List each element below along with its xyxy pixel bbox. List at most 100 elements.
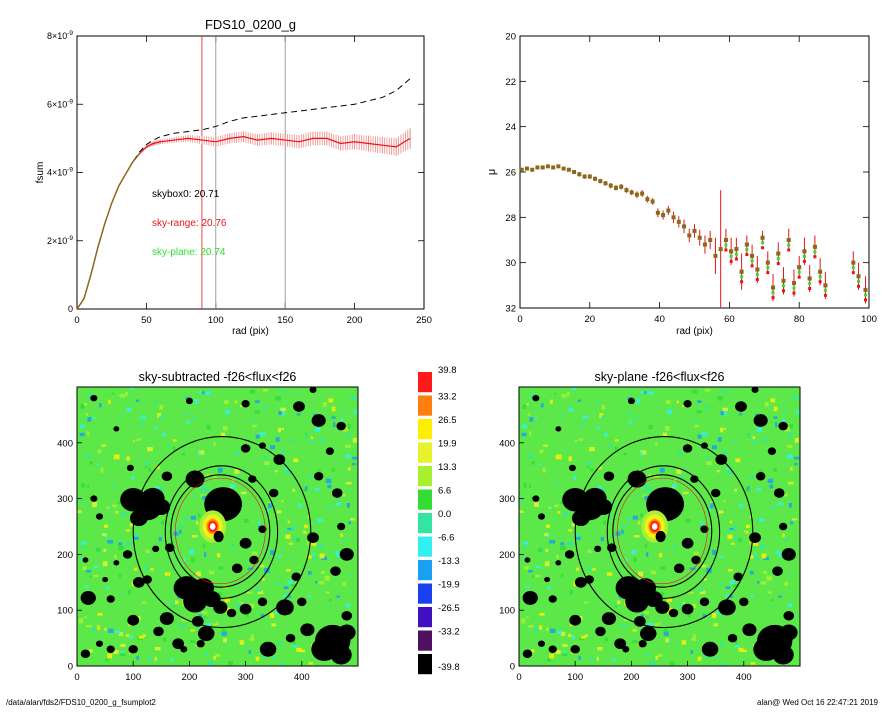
sky-subtracted-noise bbox=[101, 444, 106, 447]
fsum-ylabel: fsum bbox=[35, 162, 46, 184]
sky-subtracted-noise bbox=[287, 527, 294, 531]
mu-point-green bbox=[787, 243, 791, 247]
fsum-xlabel: rad (pix) bbox=[232, 326, 269, 337]
sky-subtracted-noise bbox=[164, 572, 171, 576]
sky-subtracted-mask bbox=[330, 566, 341, 576]
sky-subtracted-noise bbox=[282, 410, 285, 416]
sky-subtracted-noise bbox=[179, 529, 182, 534]
sky-plane-noise bbox=[560, 631, 566, 637]
sky-subtracted-noise bbox=[316, 469, 321, 473]
mu-ytick-label: 28 bbox=[505, 213, 516, 224]
sky-plane-noise bbox=[543, 444, 548, 447]
sky-subtracted-noise bbox=[166, 514, 170, 517]
sky-plane-noise bbox=[540, 403, 544, 408]
sky-plane-noise bbox=[648, 424, 653, 430]
sky-subtracted-noise bbox=[129, 523, 135, 527]
sky-subtracted-noise bbox=[144, 466, 148, 469]
mu-point bbox=[598, 179, 603, 184]
sky-subtracted-noise bbox=[203, 616, 207, 619]
sky-subtracted-noise bbox=[193, 494, 197, 498]
sky-subtracted-noise bbox=[268, 503, 272, 509]
mu-point bbox=[650, 199, 655, 204]
sky-subtracted-noise bbox=[285, 534, 291, 539]
mu-point bbox=[807, 276, 812, 281]
sky-subtracted-mask bbox=[213, 530, 224, 543]
sky-plane-mask bbox=[569, 614, 582, 626]
sky-plane-noise bbox=[727, 470, 733, 475]
sky-plane-noise bbox=[733, 525, 737, 531]
sky-plane-noise bbox=[573, 475, 577, 480]
sky-plane-noise bbox=[716, 470, 720, 473]
mu-point bbox=[661, 213, 666, 218]
sky-plane-noise bbox=[735, 458, 741, 463]
sky-plane-noise bbox=[790, 521, 794, 525]
sky-plane-noise bbox=[575, 567, 580, 571]
sky-subtracted-mask bbox=[180, 646, 188, 653]
sky-plane-noise bbox=[712, 549, 717, 555]
sky-subtracted-noise bbox=[276, 581, 282, 585]
sky-subtracted-noise bbox=[310, 436, 314, 441]
sky-plane-noise bbox=[538, 463, 541, 466]
sky-plane-noise bbox=[608, 514, 612, 517]
sky-plane-noise bbox=[789, 431, 793, 437]
sky-subtracted-noise bbox=[344, 454, 351, 459]
mu-point bbox=[556, 164, 561, 169]
sky-subtracted-noise bbox=[271, 623, 277, 627]
sky-plane-noise bbox=[560, 414, 564, 417]
sky-subtracted-noise bbox=[89, 460, 93, 465]
sky-subtracted-mask bbox=[337, 522, 346, 531]
sky-subtracted-noise bbox=[352, 437, 358, 443]
sky-subtracted-noise bbox=[304, 524, 308, 529]
sky-plane-noise bbox=[663, 628, 668, 633]
sky-subtracted-noise bbox=[248, 650, 252, 654]
sky-subtracted-noise bbox=[263, 461, 270, 465]
sky-subtracted-noise bbox=[87, 431, 90, 436]
mu-point bbox=[781, 278, 786, 283]
sky-plane-mask bbox=[622, 646, 630, 653]
sky-plane-noise bbox=[676, 400, 679, 404]
sky-plane-noise bbox=[636, 398, 641, 404]
mu-point bbox=[535, 165, 540, 170]
sky-plane-noise bbox=[519, 510, 524, 514]
sky-subtracted-mask bbox=[113, 426, 120, 432]
sky-plane-noise bbox=[657, 653, 663, 657]
sky-subtracted-mask bbox=[183, 591, 207, 613]
mu-point-red bbox=[864, 298, 868, 302]
sky-subtracted-noise bbox=[334, 550, 339, 554]
sky-plane-noise bbox=[631, 549, 637, 555]
sky-plane-noise bbox=[762, 571, 768, 574]
sky-plane-noise bbox=[665, 638, 670, 643]
sky-subtracted-noise bbox=[266, 509, 269, 513]
sky-plane-noise bbox=[568, 407, 574, 412]
sky-plane-noise bbox=[590, 468, 594, 472]
sky-plane-noise bbox=[749, 540, 752, 546]
sky-plane-noise bbox=[546, 524, 550, 528]
sky-subtracted-noise bbox=[309, 594, 312, 599]
sky-plane-noise bbox=[592, 568, 596, 571]
sky-plane-mask bbox=[755, 472, 766, 481]
mu-point bbox=[750, 253, 755, 258]
sky-subtracted-noise bbox=[106, 506, 110, 510]
sky-subtracted-noise bbox=[324, 575, 330, 581]
sky-plane-noise bbox=[696, 400, 702, 403]
sky-subtracted-noise bbox=[222, 426, 228, 431]
sky-subtracted-noise bbox=[336, 595, 340, 598]
mu-ylabel: μ bbox=[486, 169, 498, 175]
sky-subtracted-noise bbox=[353, 410, 358, 414]
sky-subtracted-noise bbox=[221, 631, 227, 636]
sky-plane-noise bbox=[586, 461, 592, 466]
sky-subtracted-noise bbox=[98, 403, 102, 408]
sky-subtracted-noise bbox=[121, 593, 125, 597]
sky-subtracted-mask bbox=[122, 550, 133, 559]
sky-plane-mask bbox=[773, 488, 785, 498]
mu-point bbox=[760, 235, 765, 240]
sky-subtracted-noise bbox=[231, 544, 236, 547]
sky-plane-noise bbox=[733, 392, 738, 395]
sky-plane-noise bbox=[759, 518, 765, 522]
sky-subtracted-noise bbox=[340, 409, 344, 414]
sky-plane-mask bbox=[783, 610, 795, 621]
sky-plane-mask bbox=[700, 525, 709, 534]
sky-subtracted-noise bbox=[329, 598, 332, 602]
mu-point bbox=[818, 269, 823, 274]
